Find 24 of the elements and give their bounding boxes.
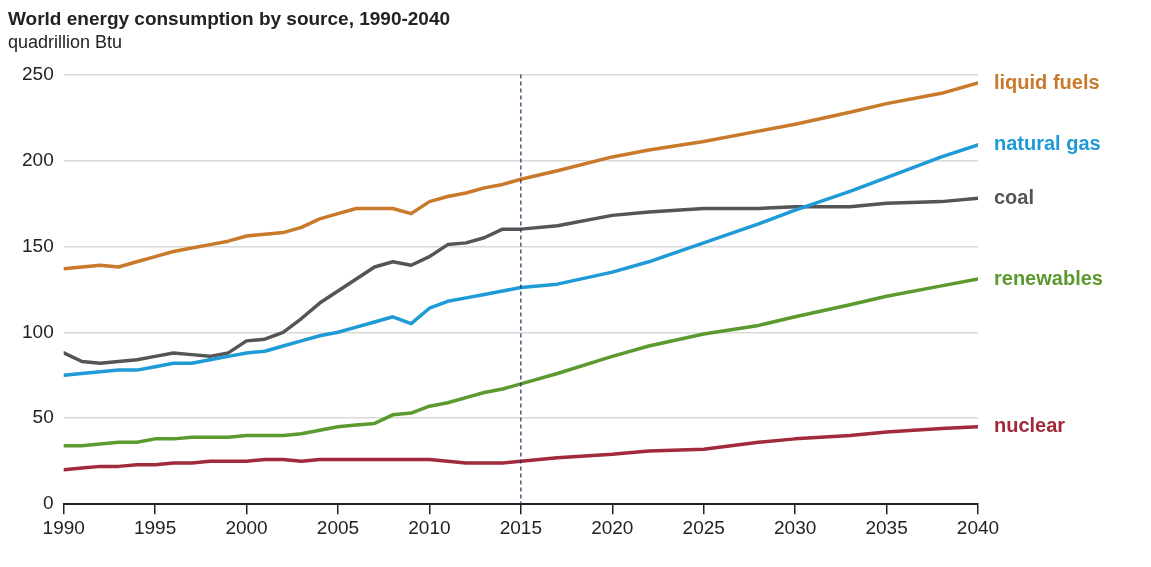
chart-title: World energy consumption by source, 1990-2040 xyxy=(8,8,452,30)
series-label: liquid fuels xyxy=(994,70,1100,93)
x-tick-label: 1995 xyxy=(133,516,177,538)
x-tick-label: 2035 xyxy=(865,516,908,538)
series-label: nuclear xyxy=(994,414,1066,437)
x-tick-label: 2025 xyxy=(682,516,725,538)
y-tick-label: 50 xyxy=(32,406,54,428)
x-tick-label: 2010 xyxy=(408,516,451,538)
x-tick-label: 2030 xyxy=(774,516,817,538)
series-label: coal xyxy=(994,185,1035,208)
y-tick-label: 250 xyxy=(22,62,54,84)
y-tick-label: 150 xyxy=(22,234,54,256)
x-tick-label: 2005 xyxy=(316,516,360,538)
x-tick-label: 2040 xyxy=(956,516,1000,538)
y-tick-label: 100 xyxy=(22,320,54,342)
series-label: natural gas xyxy=(994,132,1101,155)
y-tick-label: 0 xyxy=(43,492,54,514)
x-tick-label: 2020 xyxy=(591,516,634,538)
chart-subtitle: quadrillion Btu xyxy=(8,32,124,53)
x-tick-label: 2000 xyxy=(225,516,268,538)
series-label: renewables xyxy=(994,266,1103,289)
y-tick-label: 200 xyxy=(22,148,54,170)
x-tick-label: 1990 xyxy=(42,516,85,538)
x-tick-label: 2015 xyxy=(499,516,542,538)
